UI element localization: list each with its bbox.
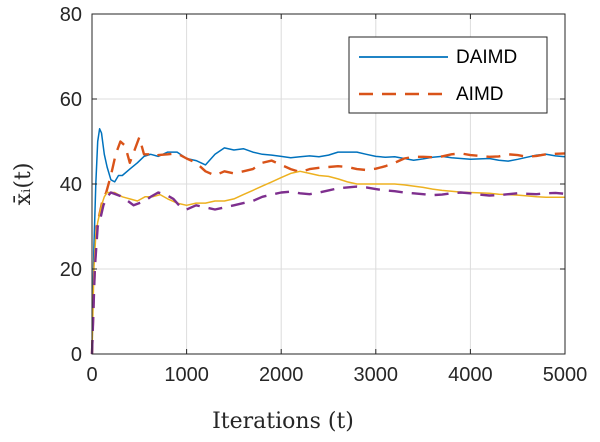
y-tick-label: 80 bbox=[60, 4, 82, 26]
x-tick-label: 3000 bbox=[354, 364, 399, 386]
x-axis-label: Iterations (t) bbox=[212, 409, 354, 434]
legend-label-daimd: DAIMD bbox=[456, 47, 517, 68]
legend-box bbox=[349, 37, 547, 113]
legend: DAIMD AIMD bbox=[349, 37, 547, 113]
x-tick-label: 2000 bbox=[259, 364, 304, 386]
y-tick-label: 60 bbox=[60, 89, 82, 111]
series-line-3 bbox=[92, 171, 565, 354]
series-line-1 bbox=[92, 129, 565, 354]
series-line-4 bbox=[92, 187, 565, 354]
y-tick-label: 20 bbox=[60, 259, 82, 281]
x-tick-label: 5000 bbox=[543, 364, 588, 386]
legend-label-aimd: AIMD bbox=[456, 84, 504, 105]
y-tick-label: 0 bbox=[71, 344, 82, 366]
y-tick-label: 40 bbox=[60, 174, 82, 196]
x-tick-label: 1000 bbox=[164, 364, 209, 386]
x-tick-label: 4000 bbox=[448, 364, 493, 386]
series-line-2 bbox=[92, 137, 565, 354]
series-layer bbox=[92, 129, 565, 354]
y-axis-label: x̄ᵢ(t) bbox=[11, 163, 36, 206]
x-tick-label: 0 bbox=[86, 364, 97, 386]
